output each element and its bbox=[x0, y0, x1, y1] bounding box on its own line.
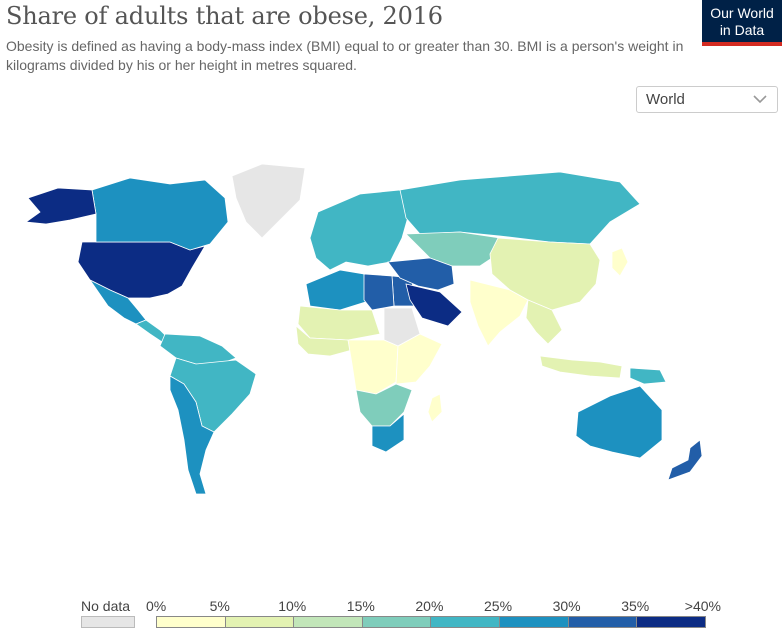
map-region[interactable]: Japan bbox=[611, 247, 629, 277]
region-selector[interactable]: World bbox=[636, 86, 778, 113]
map-region[interactable]: South America South bbox=[169, 375, 215, 495]
legend-tick-label: 0% bbox=[146, 598, 167, 614]
legend-tick-label: 25% bbox=[484, 598, 513, 614]
chart-title: Share of adults that are obese, 2016 bbox=[6, 2, 443, 30]
map-region[interactable]: Libya bbox=[363, 273, 395, 311]
legend-tick-label: 5% bbox=[209, 598, 230, 614]
map-region[interactable]: Arabian Peninsula bbox=[405, 283, 463, 327]
legend-bin[interactable] bbox=[293, 616, 363, 628]
map-region[interactable]: Indonesia bbox=[539, 355, 623, 379]
legend-bin[interactable] bbox=[567, 616, 638, 628]
logo-line-2: in Data bbox=[719, 22, 765, 38]
logo-line-1: Our World bbox=[710, 5, 774, 21]
legend-bin[interactable] bbox=[361, 616, 432, 628]
legend-nodata-label: No data bbox=[81, 598, 131, 614]
legend: No data 0% 5% 10% 15% 20% 25% 30% 35% >40% bbox=[0, 596, 784, 634]
map-region[interactable]: Australia bbox=[575, 385, 663, 459]
legend-tick-label: >40% bbox=[684, 598, 721, 614]
legend-tick-label: 15% bbox=[346, 598, 375, 614]
map-region[interactable]: West Africa bbox=[295, 325, 353, 357]
legend-bin[interactable] bbox=[636, 616, 706, 628]
map-region[interactable]: China bbox=[489, 237, 601, 311]
region-selector-value: World bbox=[646, 91, 685, 108]
chevron-down-icon bbox=[751, 90, 769, 112]
legend-tick-label: 20% bbox=[415, 598, 444, 614]
map-region[interactable]: Southeast Asia bbox=[525, 299, 563, 345]
map-region[interactable]: Central Africa bbox=[347, 339, 399, 395]
map-region[interactable]: South Africa bbox=[371, 413, 405, 453]
map-region[interactable]: Sahara Region bbox=[297, 305, 381, 341]
legend-tick-label: 10% bbox=[278, 598, 307, 614]
map-region[interactable]: Southern Africa bbox=[355, 383, 413, 427]
map-region[interactable]: Alaska bbox=[24, 187, 97, 225]
world-map[interactable]: North AmericaCanadaAlaskaGreenlandMexico… bbox=[0, 150, 784, 590]
map-region[interactable]: Canada bbox=[91, 177, 229, 251]
legend-tick-label: 35% bbox=[621, 598, 650, 614]
map-region[interactable]: Middle East bbox=[387, 257, 455, 291]
legend-bin[interactable] bbox=[430, 616, 500, 628]
chart-subtitle: Obesity is defined as having a body-mass… bbox=[6, 38, 684, 73]
legend-nodata-swatch[interactable] bbox=[81, 616, 135, 628]
owid-logo[interactable]: Our World in Data bbox=[702, 0, 782, 46]
map-region[interactable]: Greenland bbox=[231, 163, 306, 239]
map-region[interactable]: Madagascar bbox=[427, 393, 443, 423]
legend-bin[interactable] bbox=[499, 616, 569, 628]
map-region[interactable]: Papua New Guinea bbox=[629, 367, 667, 385]
map-region[interactable]: South America North bbox=[159, 333, 237, 365]
map-region[interactable]: New Zealand bbox=[667, 439, 703, 481]
legend-bin[interactable] bbox=[224, 616, 295, 628]
map-region[interactable]: North Africa bbox=[305, 269, 373, 311]
map-region[interactable]: Europe bbox=[309, 189, 411, 271]
legend-tick-label: 30% bbox=[552, 598, 581, 614]
legend-bin[interactable] bbox=[156, 616, 226, 628]
